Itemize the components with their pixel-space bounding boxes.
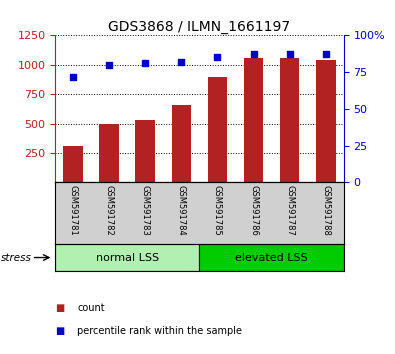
Bar: [316, 60, 335, 182]
Point: [142, 61, 149, 66]
Bar: [208, 76, 228, 182]
Bar: [280, 58, 299, 182]
Point: [214, 55, 221, 60]
Point: [70, 74, 77, 79]
Bar: [199, 244, 344, 271]
Text: elevated LSS: elevated LSS: [235, 252, 308, 263]
Text: percentile rank within the sample: percentile rank within the sample: [77, 326, 242, 336]
Text: GSM591781: GSM591781: [69, 185, 78, 236]
Text: GSM591785: GSM591785: [213, 185, 222, 236]
Text: GSM591788: GSM591788: [321, 185, 330, 236]
Bar: [64, 147, 83, 182]
Bar: [244, 58, 263, 182]
Bar: [135, 120, 155, 182]
Text: normal LSS: normal LSS: [96, 252, 159, 263]
Bar: [55, 244, 199, 271]
Text: GSM591783: GSM591783: [141, 185, 150, 236]
Bar: [100, 124, 119, 182]
Text: stress: stress: [0, 252, 31, 263]
Text: ■: ■: [55, 326, 64, 336]
Point: [178, 59, 184, 65]
Point: [250, 52, 257, 57]
Point: [106, 62, 113, 68]
Text: GSM591787: GSM591787: [285, 185, 294, 236]
Bar: [171, 105, 191, 182]
Text: GSM591782: GSM591782: [105, 185, 114, 236]
Point: [322, 52, 329, 57]
Point: [286, 52, 293, 57]
Title: GDS3868 / ILMN_1661197: GDS3868 / ILMN_1661197: [108, 21, 291, 34]
Text: GSM591786: GSM591786: [249, 185, 258, 236]
Text: ■: ■: [55, 303, 64, 313]
Text: count: count: [77, 303, 105, 313]
Text: GSM591784: GSM591784: [177, 185, 186, 236]
